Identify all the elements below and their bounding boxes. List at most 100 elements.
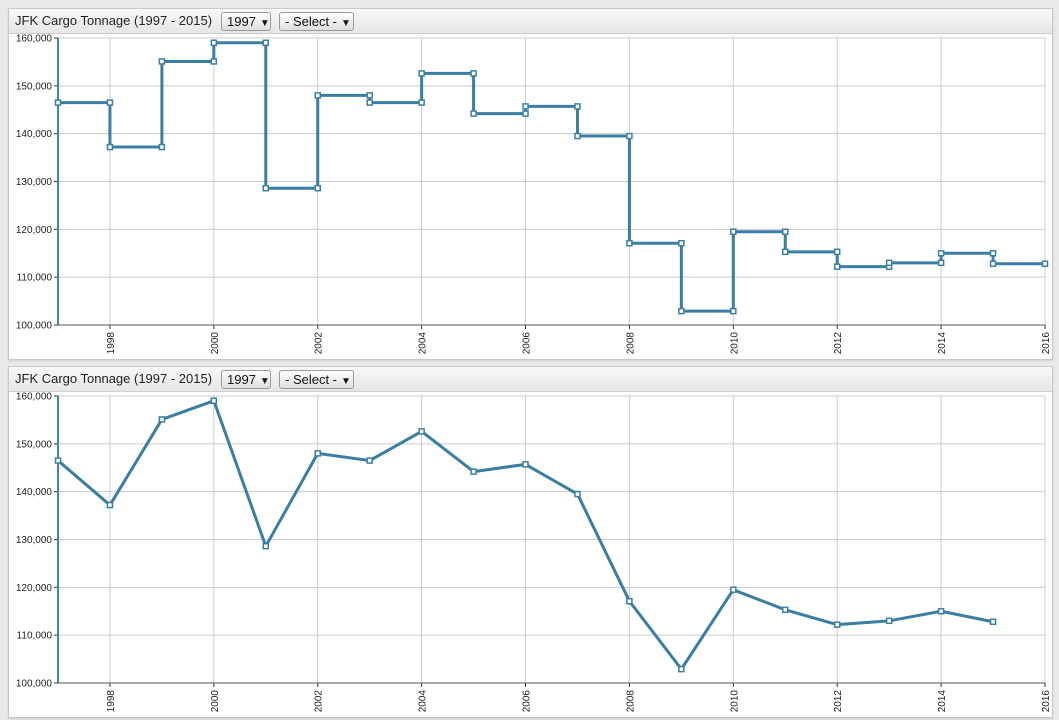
x-tick-label: 2014 <box>937 332 948 355</box>
data-point <box>782 606 789 614</box>
year-selector[interactable]: 1997 ▼ <box>221 370 271 389</box>
x-tick-label: 2008 <box>625 690 636 713</box>
data-point <box>730 307 737 315</box>
y-tick-label: 130,000 <box>16 177 53 188</box>
data-point <box>158 416 166 423</box>
data-point <box>782 228 789 235</box>
data-point <box>626 239 633 247</box>
data-point <box>418 99 425 106</box>
y-tick-label: 140,000 <box>16 487 53 498</box>
data-point <box>470 468 477 475</box>
panel-title: JFK Cargo Tonnage (1997 - 2015) <box>15 371 213 386</box>
data-point <box>989 250 997 257</box>
data-point <box>833 263 841 270</box>
x-tick-label: 2006 <box>522 690 533 713</box>
x-tick-label: 2012 <box>833 690 844 713</box>
data-point <box>366 99 373 106</box>
x-tick-label: 2016 <box>1041 332 1052 355</box>
y-tick-label: 160,000 <box>16 34 53 45</box>
data-point <box>730 228 737 235</box>
data-point <box>106 99 114 106</box>
data-point <box>314 92 321 99</box>
data-point <box>210 58 218 65</box>
x-tick-label: 2004 <box>418 332 429 355</box>
y-tick-label: 120,000 <box>16 583 53 594</box>
step-line-chart: 100,000 110,000 120,000 130,000 140,000 150,0… <box>16 34 1052 355</box>
data-point <box>210 39 218 47</box>
chevron-down-icon: ▼ <box>341 376 351 387</box>
data-point <box>885 617 893 625</box>
data-point <box>833 248 841 256</box>
chart-panel-line: JFK Cargo Tonnage (1997 - 2015) 1997 ▼ - … <box>8 366 1053 718</box>
x-tick-label: 2000 <box>210 332 221 355</box>
x-tick-label: 2002 <box>314 690 325 713</box>
data-point <box>1041 260 1049 268</box>
y-tick-label: 100,000 <box>16 679 53 690</box>
data-point <box>522 461 529 468</box>
data-point <box>574 103 581 110</box>
data-point <box>678 307 685 315</box>
panel-title: JFK Cargo Tonnage (1997 - 2015) <box>15 13 213 28</box>
data-point <box>989 618 997 626</box>
y-tick-label: 130,000 <box>16 535 53 546</box>
data-point <box>470 110 477 117</box>
y-tick-label: 160,000 <box>16 392 53 403</box>
x-tick-label: 2016 <box>1041 690 1052 713</box>
data-point <box>106 501 114 509</box>
panel-toolbar: JFK Cargo Tonnage (1997 - 2015) 1997 ▼ - … <box>9 367 1052 392</box>
data-point <box>574 490 581 498</box>
chevron-down-icon: ▼ <box>259 18 270 29</box>
data-point <box>262 184 270 192</box>
x-tick-label: 2008 <box>625 332 636 355</box>
chevron-down-icon: ▼ <box>341 18 351 29</box>
data-point <box>262 542 270 550</box>
year-selector[interactable]: 1997 ▼ <box>221 12 271 31</box>
data-point <box>314 184 321 192</box>
select-dropdown[interactable]: - Select - ▼ <box>279 370 354 389</box>
data-point <box>522 103 529 110</box>
x-tick-label: 2010 <box>729 690 740 713</box>
series-line <box>58 41 1045 313</box>
data-point <box>314 450 321 457</box>
data-point <box>678 239 685 247</box>
data-point <box>418 70 425 77</box>
select-dropdown[interactable]: - Select - ▼ <box>279 12 354 31</box>
select-dropdown-value: - Select - <box>285 14 338 29</box>
x-tick-label: 2000 <box>210 690 221 713</box>
data-point <box>626 597 633 605</box>
x-tick-label: 2010 <box>729 332 740 355</box>
y-tick-label: 100,000 <box>16 321 53 332</box>
data-point <box>470 70 477 77</box>
data-point <box>366 457 373 464</box>
data-point <box>937 608 945 615</box>
y-tick-label: 110,000 <box>17 631 53 642</box>
x-tick-label: 1998 <box>106 332 117 355</box>
select-dropdown-value: - Select - <box>285 372 338 387</box>
x-tick-label: 2004 <box>418 690 429 713</box>
x-tick-label: 1998 <box>106 690 117 713</box>
data-point <box>210 397 218 405</box>
data-point <box>782 248 789 256</box>
y-tick-label: 140,000 <box>16 129 53 140</box>
data-point <box>885 259 893 267</box>
data-point <box>937 259 945 267</box>
data-point <box>106 143 114 151</box>
y-tick-label: 150,000 <box>16 439 53 450</box>
x-tick-label: 2006 <box>522 332 533 355</box>
data-point <box>262 39 270 47</box>
data-point <box>989 260 997 268</box>
x-tick-label: 2012 <box>833 332 844 355</box>
panel-toolbar: JFK Cargo Tonnage (1997 - 2015) 1997 ▼ - … <box>9 9 1052 34</box>
data-point <box>522 110 529 117</box>
data-point <box>730 586 737 593</box>
data-point <box>418 428 425 435</box>
y-tick-label: 120,000 <box>16 225 53 236</box>
y-tick-label: 150,000 <box>16 81 53 92</box>
data-point <box>158 143 166 151</box>
data-point <box>366 92 373 99</box>
x-tick-label: 2014 <box>937 690 948 713</box>
data-point <box>54 457 62 464</box>
chevron-down-icon: ▼ <box>259 376 270 387</box>
data-point <box>678 665 685 673</box>
year-selector-value: 1997 <box>227 372 256 387</box>
